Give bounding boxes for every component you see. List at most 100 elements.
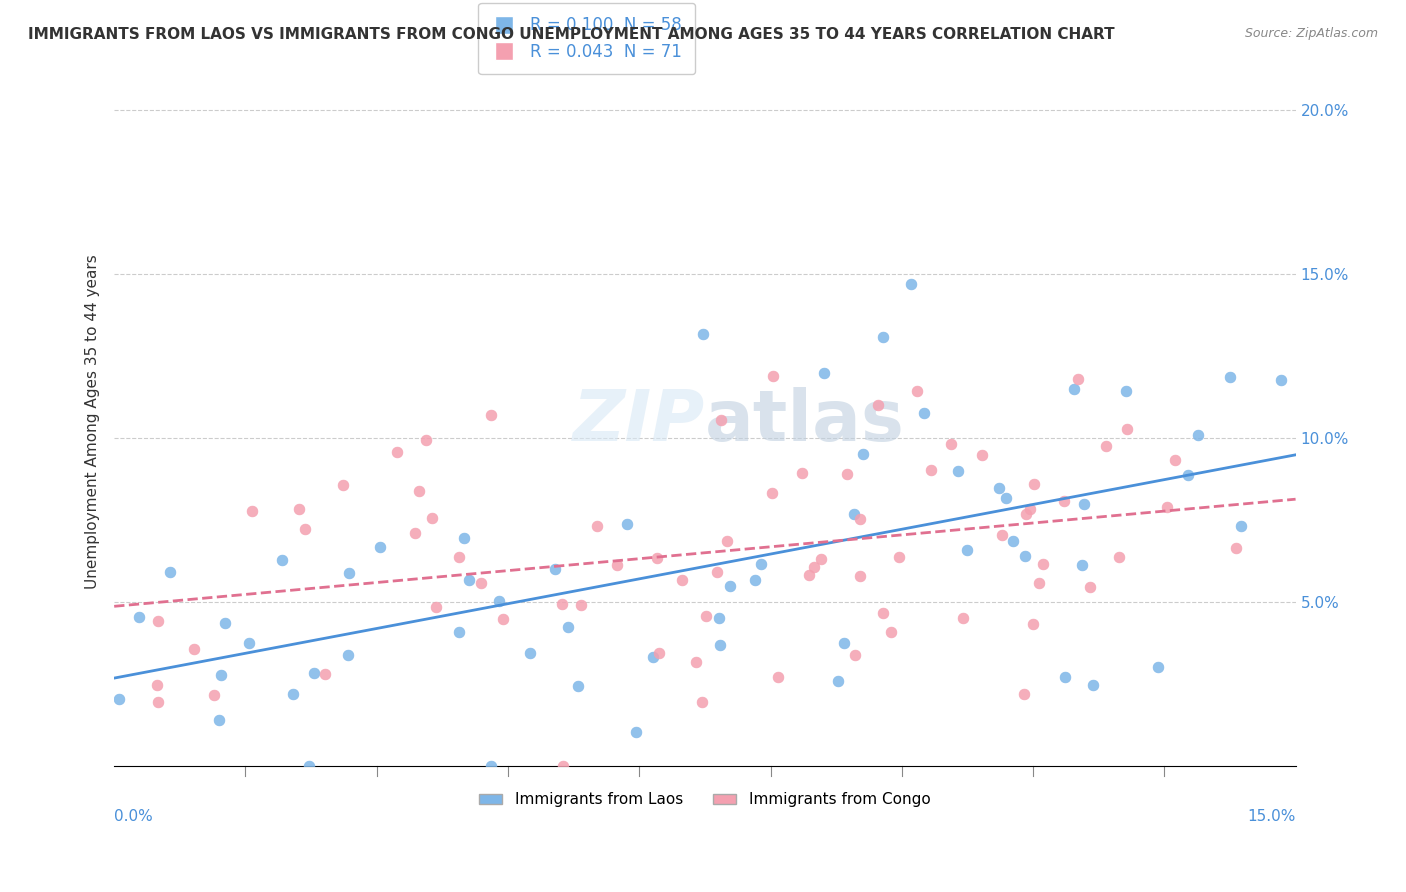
Point (872, 606, 894, 620)
Point (706, 565, 728, 579)
Point (1083, 677, 1105, 691)
Point (183, 642, 205, 657)
Point (900, 277, 922, 291)
Point (709, 611, 731, 625)
Point (912, 406, 935, 420)
Point (766, 670, 789, 684)
Point (1115, 384, 1137, 399)
Point (643, 650, 665, 665)
Point (425, 599, 447, 614)
Point (837, 467, 859, 481)
Point (479, 759, 502, 773)
Point (1063, 383, 1085, 397)
Point (948, 464, 970, 478)
Point (1053, 493, 1076, 508)
Point (458, 573, 481, 587)
Point (108, 692, 131, 706)
Point (294, 522, 316, 536)
Point (849, 512, 872, 526)
Point (337, 566, 360, 581)
Point (987, 481, 1010, 495)
Point (557, 620, 579, 634)
Point (298, 759, 321, 773)
Point (544, 562, 567, 576)
Point (271, 553, 294, 567)
Point (1001, 533, 1024, 548)
Point (1116, 422, 1139, 436)
Point (202, 688, 225, 702)
Point (128, 610, 150, 624)
Point (939, 437, 962, 451)
Text: 0.0%: 0.0% (114, 808, 153, 823)
Point (832, 636, 855, 650)
Point (1014, 507, 1036, 521)
Point (209, 667, 232, 681)
Point (1012, 687, 1035, 701)
Point (648, 646, 671, 660)
Point (415, 433, 437, 447)
Point (314, 667, 336, 681)
Point (519, 646, 541, 660)
Point (337, 648, 360, 662)
Point (920, 463, 942, 477)
Point (716, 534, 738, 549)
Point (586, 518, 609, 533)
Point (1054, 670, 1077, 684)
Point (720, 579, 742, 593)
Point (1229, 519, 1251, 533)
Text: IMMIGRANTS FROM LAOS VS IMMIGRANTS FROM CONGO UNEMPLOYMENT AMONG AGES 35 TO 44 Y: IMMIGRANTS FROM LAOS VS IMMIGRANTS FROM … (28, 27, 1115, 42)
Point (970, 448, 993, 462)
Y-axis label: Unemployment Among Ages 35 to 44 years: Unemployment Among Ages 35 to 44 years (86, 254, 100, 589)
Point (624, 725, 647, 739)
Point (905, 384, 928, 398)
Point (952, 611, 974, 625)
Point (709, 638, 731, 652)
Legend: Immigrants from Laos, Immigrants from Congo: Immigrants from Laos, Immigrants from Co… (474, 786, 936, 814)
Point (1177, 468, 1199, 483)
Point (368, 540, 391, 554)
Point (447, 549, 470, 564)
Point (749, 557, 772, 571)
Point (866, 399, 889, 413)
Point (470, 576, 492, 591)
Point (302, 666, 325, 681)
Point (408, 484, 430, 499)
Point (159, 565, 181, 579)
Point (1147, 660, 1170, 674)
Point (1019, 502, 1042, 516)
Point (332, 478, 354, 492)
Point (1108, 549, 1130, 564)
Point (616, 517, 638, 532)
Point (447, 625, 470, 640)
Point (214, 615, 236, 630)
Point (1078, 580, 1101, 594)
Point (207, 713, 229, 727)
Point (1095, 439, 1118, 453)
Point (844, 648, 866, 663)
Text: Source: ZipAtlas.com: Source: ZipAtlas.com (1244, 27, 1378, 40)
Point (567, 680, 589, 694)
Text: 15.0%: 15.0% (1247, 808, 1295, 823)
Point (842, 507, 865, 521)
Point (827, 674, 849, 689)
Point (1014, 549, 1036, 563)
Point (606, 558, 628, 572)
Point (1225, 541, 1247, 556)
Point (146, 695, 169, 709)
Point (671, 574, 693, 588)
Point (1270, 373, 1292, 387)
Point (1164, 452, 1187, 467)
Point (695, 608, 717, 623)
Text: atlas: atlas (704, 387, 905, 456)
Point (479, 409, 502, 423)
Point (288, 501, 311, 516)
Point (281, 687, 304, 701)
Point (1067, 372, 1090, 386)
Point (453, 531, 475, 545)
Point (569, 598, 592, 612)
Point (550, 597, 572, 611)
Point (685, 655, 707, 669)
Point (1073, 498, 1095, 512)
Point (762, 368, 785, 383)
Point (1219, 369, 1241, 384)
